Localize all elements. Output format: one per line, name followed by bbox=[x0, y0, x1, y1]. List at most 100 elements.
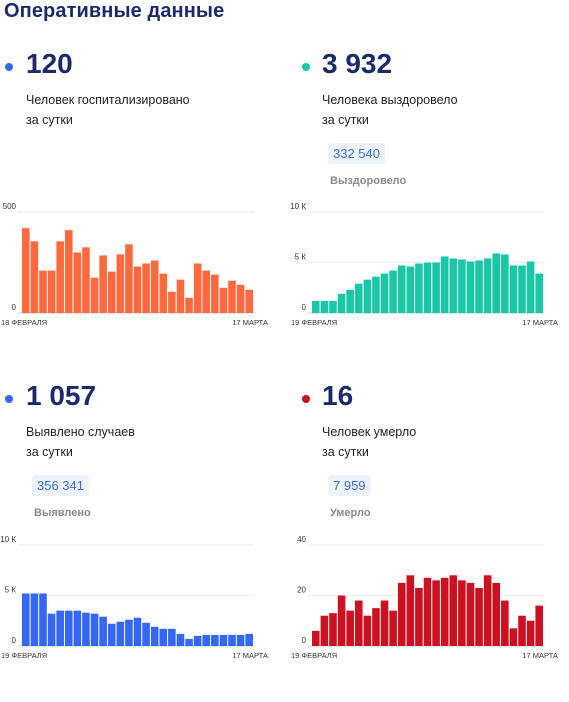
bar bbox=[236, 634, 245, 646]
y-tick-label: 0 bbox=[12, 636, 17, 645]
bar bbox=[320, 300, 329, 313]
y-tick-label: 20 bbox=[297, 586, 306, 595]
bar bbox=[509, 628, 518, 646]
bar bbox=[125, 619, 133, 646]
bar bbox=[458, 259, 466, 313]
bar bbox=[449, 258, 458, 313]
bar bbox=[363, 279, 372, 313]
bar bbox=[466, 582, 475, 646]
bar bbox=[228, 280, 236, 313]
died-total: 7 959 bbox=[328, 475, 371, 496]
bar bbox=[202, 634, 211, 646]
bar bbox=[312, 300, 320, 313]
bar bbox=[73, 610, 82, 646]
bar bbox=[535, 273, 543, 313]
bar bbox=[492, 582, 501, 646]
bar bbox=[329, 300, 337, 313]
x-start-label: 18 ФЕВРАЛЯ bbox=[1, 318, 47, 327]
bar bbox=[90, 277, 99, 313]
bar bbox=[526, 620, 535, 646]
bar bbox=[211, 274, 219, 313]
bar bbox=[211, 634, 219, 646]
bar bbox=[56, 610, 64, 646]
bar bbox=[185, 638, 193, 646]
died-chart: 0 20 40 19 ФЕВРАЛЯ 17 МАРТА bbox=[291, 535, 558, 660]
bar bbox=[245, 289, 253, 313]
recovered-chart: 0 5 К 10 К 19 ФЕВРАЛЯ 17 МАРТА bbox=[290, 202, 558, 327]
x-start-label: 19 ФЕВРАЛЯ bbox=[291, 318, 337, 327]
bar bbox=[185, 297, 193, 313]
hospitalized-dot bbox=[5, 63, 13, 71]
died-dot bbox=[302, 395, 310, 403]
bar bbox=[64, 230, 73, 313]
bar bbox=[30, 593, 39, 646]
bar bbox=[99, 616, 107, 646]
bar bbox=[397, 582, 406, 646]
bar bbox=[380, 600, 389, 646]
detected-panel: 1 057 Выявлено случаев за сутки 356 341 … bbox=[0, 372, 284, 702]
x-start-label: 19 ФЕВРАЛЯ bbox=[1, 651, 47, 660]
bar bbox=[47, 613, 56, 646]
bar bbox=[458, 580, 466, 646]
bar bbox=[47, 270, 56, 313]
bar bbox=[492, 253, 501, 313]
bar bbox=[483, 258, 492, 313]
bar bbox=[228, 634, 236, 646]
bar bbox=[346, 289, 354, 313]
bar bbox=[39, 270, 47, 313]
recovered-caption: Человека выздоровело за сутки bbox=[322, 91, 458, 130]
bar bbox=[372, 276, 380, 313]
bar bbox=[193, 263, 202, 313]
bar bbox=[415, 263, 423, 313]
bar bbox=[354, 283, 363, 313]
hospitalized-caption-line1: Человек госпитализировано bbox=[26, 93, 190, 107]
bar bbox=[236, 284, 245, 313]
bar bbox=[22, 593, 30, 646]
y-tick-label: 0 bbox=[302, 636, 307, 645]
died-caption: Человек умерло за сутки bbox=[322, 423, 416, 462]
bar bbox=[389, 610, 397, 646]
bar bbox=[475, 587, 483, 646]
detected-caption-line1: Выявлено случаев bbox=[26, 425, 135, 439]
hospitalized-caption: Человек госпитализировано за сутки bbox=[26, 91, 190, 130]
y-tick-label: 0 bbox=[302, 303, 307, 312]
bar bbox=[176, 633, 185, 646]
detected-dot bbox=[5, 395, 13, 403]
bar bbox=[415, 587, 423, 646]
bar bbox=[509, 265, 518, 313]
bar bbox=[423, 577, 432, 646]
bar bbox=[535, 605, 543, 646]
bar bbox=[389, 270, 397, 313]
y-tick-label: 500 bbox=[3, 202, 17, 211]
bar bbox=[150, 260, 159, 313]
bar bbox=[483, 575, 492, 646]
bar bbox=[346, 610, 354, 646]
bar bbox=[337, 293, 346, 313]
detected-total: 356 341 bbox=[32, 475, 89, 496]
detected-total-label: Выявлено bbox=[34, 507, 91, 519]
bar bbox=[116, 621, 125, 646]
bar bbox=[518, 615, 526, 646]
bar bbox=[168, 291, 176, 313]
died-number: 16 bbox=[322, 380, 354, 411]
recovered-total: 332 540 bbox=[328, 143, 385, 164]
bar bbox=[219, 287, 228, 313]
bar bbox=[380, 273, 389, 313]
x-start-label: 19 ФЕВРАЛЯ bbox=[291, 651, 337, 660]
died-panel: 16 Человек умерло за сутки 7 959 Умерло … bbox=[290, 372, 569, 702]
bar bbox=[64, 610, 73, 646]
y-tick-label: 0 bbox=[12, 303, 17, 312]
bar bbox=[168, 628, 176, 646]
y-tick-label: 5 К bbox=[5, 586, 17, 595]
bar bbox=[219, 634, 228, 646]
bar bbox=[406, 266, 415, 313]
bar bbox=[440, 577, 449, 646]
detected-caption-line2: за сутки bbox=[26, 444, 73, 459]
hospitalized-panel: 120 Человек госпитализировано за сутки 0… bbox=[0, 40, 284, 370]
bar bbox=[432, 580, 440, 646]
bar bbox=[440, 256, 449, 313]
bar bbox=[501, 600, 509, 646]
bar bbox=[466, 261, 475, 313]
bar bbox=[22, 228, 30, 313]
bar bbox=[30, 241, 39, 313]
